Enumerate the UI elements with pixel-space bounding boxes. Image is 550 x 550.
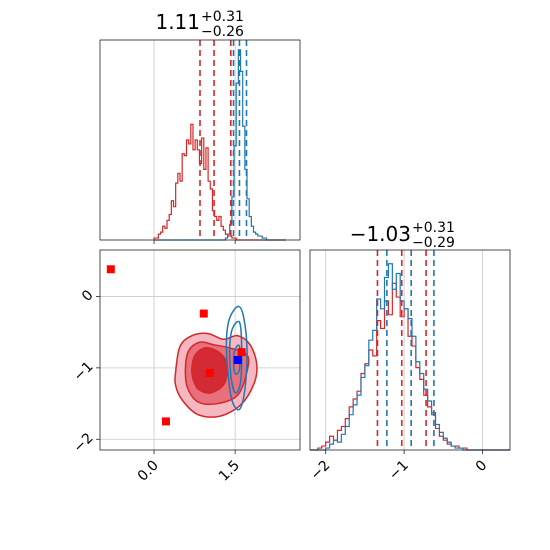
panel-bottom-right-x-ticks: −2 −1 0 <box>308 450 491 484</box>
marker-red <box>161 417 170 426</box>
marker-red <box>205 368 214 377</box>
title-1-plus: +0.31 <box>201 9 244 25</box>
x-tick-label: −2 <box>308 458 334 484</box>
title-2-plus: +0.31 <box>412 220 455 236</box>
title-1-value: 1.11 <box>155 10 200 34</box>
y-tick-label: 0 <box>79 287 97 305</box>
blue-contour-outer <box>225 305 248 411</box>
scatter-point <box>233 413 236 415</box>
panel-top-left: 1.11 +0.31 −0.26 <box>99 9 301 241</box>
panel-bottom-right: −2 −1 0 −1.03 +0.31 −0.29 <box>308 220 511 484</box>
panel-bottom-right-histograms <box>310 263 510 451</box>
panel-top-left-histograms <box>153 49 286 241</box>
panel-bottom-right-quantile-lines <box>376 250 435 450</box>
panel-top-left-frame <box>99 39 301 241</box>
panel-top-left-grid <box>153 40 236 240</box>
panel-bottom-left-frame <box>99 249 301 451</box>
panel-bottom-left-red-contours <box>174 332 258 418</box>
panel-bottom-left: 0.0 1.5 0 −1 −2 <box>71 249 301 485</box>
y-tick-label: −2 <box>71 430 97 456</box>
x-tick-label: −1 <box>386 458 412 484</box>
y-tick-label: −1 <box>71 359 97 385</box>
panel-bottom-left-blue-contours <box>225 305 248 411</box>
title-1-minus: −0.26 <box>201 24 244 40</box>
histogram-red <box>310 282 510 451</box>
panel-bottom-left-x-ticks: 0.0 1.5 <box>135 450 243 485</box>
x-tick-label: 1.5 <box>216 458 243 485</box>
blue-contour-middle <box>228 320 243 394</box>
scatter-point <box>236 333 238 336</box>
marker-red <box>106 265 115 274</box>
marker-blue <box>233 356 242 364</box>
histogram-red <box>153 123 286 241</box>
x-tick-label: 0 <box>473 458 491 476</box>
title-2-value: −1.03 <box>350 222 411 246</box>
histogram-blue <box>154 49 286 241</box>
blue-contour-inner <box>232 344 241 375</box>
panel-top-left-x-ticks <box>153 240 236 244</box>
panel-bottom-right-grid <box>325 250 483 450</box>
marker-red <box>199 309 208 318</box>
title-2-minus: −0.29 <box>412 235 455 251</box>
marker-red <box>237 348 246 357</box>
panel-bottom-right-frame <box>309 249 511 451</box>
histogram-blue <box>310 263 510 451</box>
panel-bottom-left-markers <box>106 265 246 426</box>
panel-bottom-left-y-ticks: 0 −1 −2 <box>71 287 100 456</box>
panel-top-left-quantile-lines <box>199 40 248 240</box>
x-tick-label: 0.0 <box>135 458 162 485</box>
